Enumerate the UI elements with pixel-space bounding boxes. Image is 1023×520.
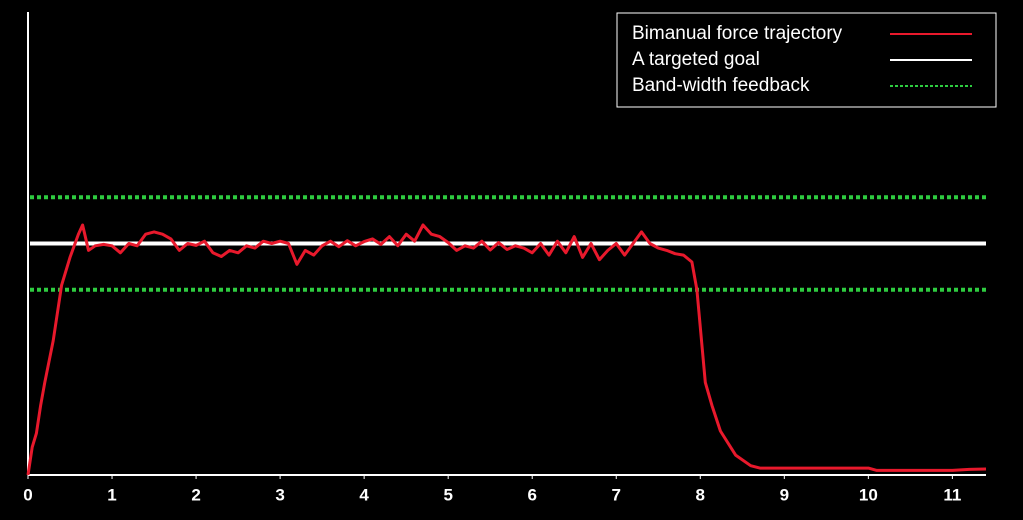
legend-label: Bimanual force trajectory: [632, 23, 843, 44]
legend-label: A targeted goal: [632, 49, 760, 70]
x-tick-label: 0: [23, 485, 32, 504]
x-tick-label: 8: [696, 485, 705, 504]
x-tick-label: 6: [527, 485, 536, 504]
data-line: [26, 223, 987, 476]
x-tick-label: 1: [107, 485, 116, 504]
x-tick-label: 10: [859, 485, 878, 504]
legend-label: Band-width feedback: [632, 75, 810, 96]
x-tick-label: 7: [612, 485, 621, 504]
x-tick-label: 11: [943, 485, 961, 504]
x-tick-label: 3: [275, 485, 284, 504]
x-tick-label: 5: [443, 485, 452, 504]
x-tick-label: 2: [191, 485, 200, 504]
x-tick-label: 4: [359, 485, 369, 504]
x-tick-label: 9: [780, 485, 789, 504]
